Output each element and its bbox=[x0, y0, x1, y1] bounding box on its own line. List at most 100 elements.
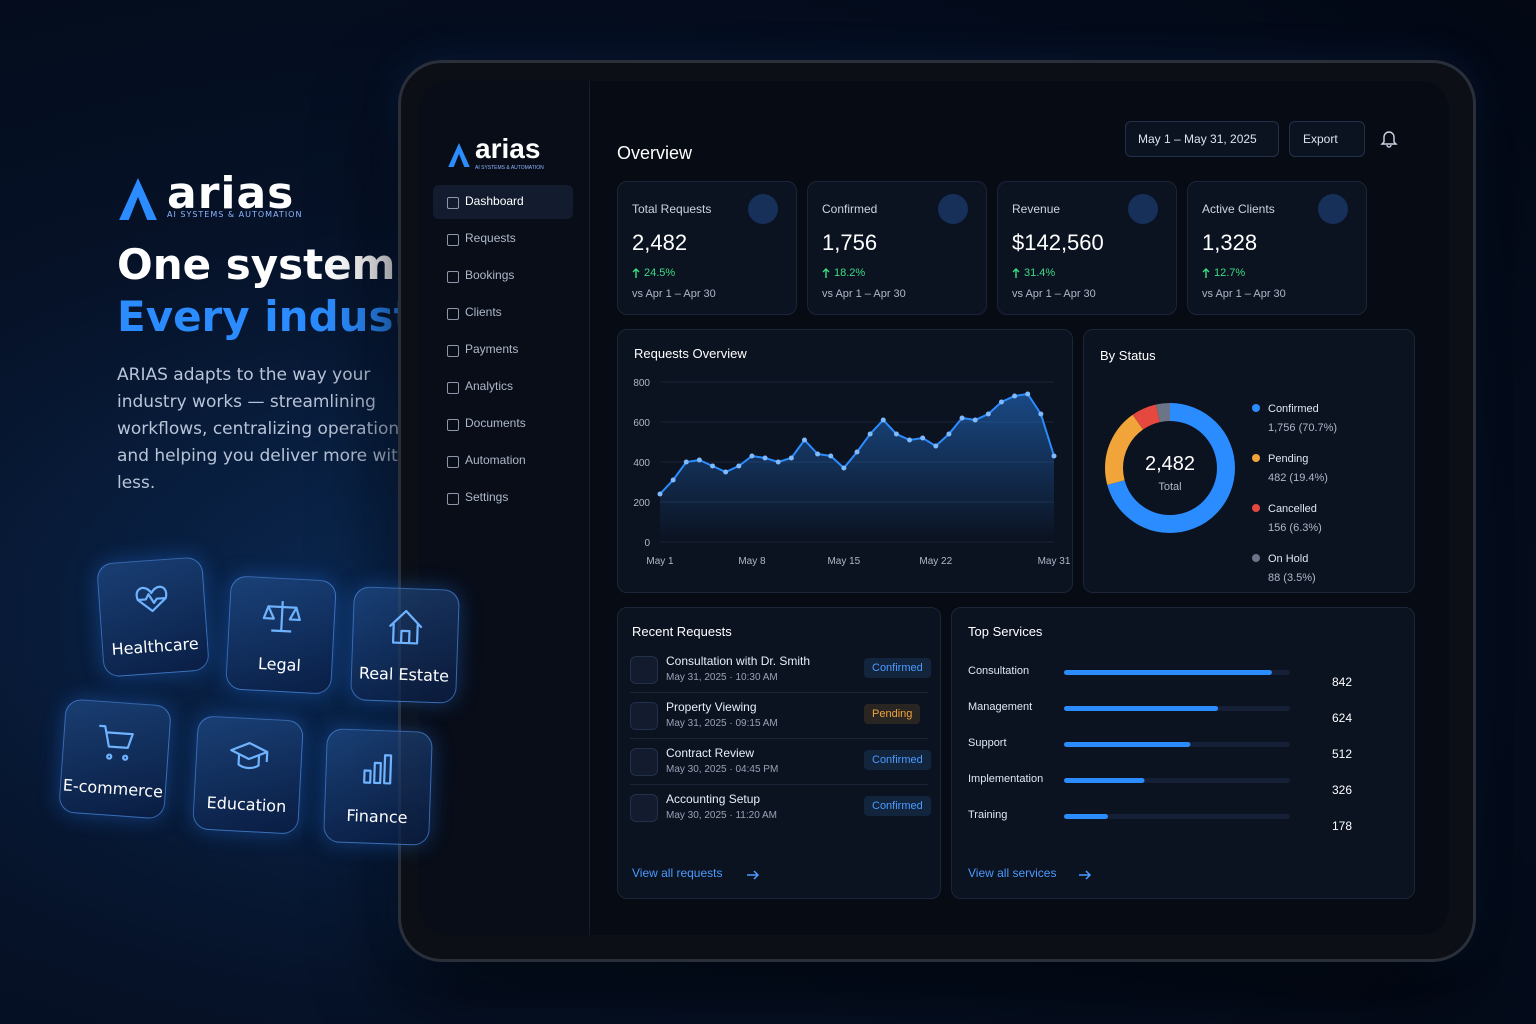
industry-tile[interactable]: E-commerce bbox=[58, 698, 172, 820]
line-point bbox=[749, 453, 755, 459]
logo-shape bbox=[448, 143, 470, 167]
export-button[interactable]: Export bbox=[1289, 121, 1365, 157]
kpi-value: 2,482 bbox=[632, 230, 688, 255]
request-title[interactable]: Consultation with Dr. Smith bbox=[666, 654, 811, 668]
icon-path bbox=[363, 754, 393, 785]
nav-icon bbox=[447, 419, 459, 431]
line-point bbox=[907, 437, 913, 443]
industry-label: E-commerce bbox=[62, 775, 164, 802]
date-range: May 1 – May 31, 2025 bbox=[1138, 132, 1257, 146]
line-point bbox=[815, 451, 821, 457]
line-point bbox=[723, 469, 729, 475]
line-chart: 0 200 400 600 800 May 1 May 8 May 15 May 22 May 3… bbox=[633, 378, 1071, 567]
industry-label: Real Estate bbox=[358, 663, 450, 686]
line-point bbox=[1038, 411, 1044, 417]
donut-total: 2,482 bbox=[1145, 453, 1195, 475]
up-path bbox=[632, 268, 640, 278]
logo-shape bbox=[119, 178, 157, 220]
line-point bbox=[788, 455, 794, 461]
line-point bbox=[985, 411, 991, 417]
request-title[interactable]: Property Viewing bbox=[666, 700, 757, 714]
bar-label: Training bbox=[968, 809, 1007, 821]
nav-item[interactable]: Bookings bbox=[465, 268, 515, 282]
nav-item[interactable]: Analytics bbox=[465, 379, 514, 393]
up-arrow bbox=[632, 268, 640, 278]
line-point bbox=[998, 399, 1004, 405]
nav-icon bbox=[447, 456, 459, 468]
line-point bbox=[972, 417, 978, 423]
status-card: By Status Confirmed 1,756 (70.7%) Pending 48… bbox=[1083, 329, 1415, 593]
industry-icon bbox=[262, 600, 301, 633]
x-tick-label: May 15 bbox=[827, 556, 860, 567]
line-point bbox=[1012, 393, 1018, 399]
industry-label: Legal bbox=[257, 653, 302, 676]
bar-value: 512 bbox=[1332, 747, 1352, 761]
request-title[interactable]: Accounting Setup bbox=[666, 792, 761, 806]
nav-item[interactable]: Documents bbox=[465, 416, 526, 430]
arrow-icon bbox=[1079, 870, 1092, 880]
legend-value: 156 (6.3%) bbox=[1268, 522, 1322, 534]
bar bbox=[1064, 814, 1108, 819]
screen: arias AI SYSTEMS & AUTOMATION Dashboard Req… bbox=[419, 81, 1449, 935]
bar bbox=[1064, 778, 1145, 783]
nav-item[interactable]: Automation bbox=[465, 453, 526, 467]
kpi-change: 18.2% bbox=[834, 267, 866, 279]
industry-tile[interactable]: Healthcare bbox=[96, 556, 210, 678]
industry-icon bbox=[230, 741, 269, 770]
kpi-icon bbox=[938, 194, 968, 224]
sidebar-logo: arias bbox=[475, 133, 541, 164]
up-path bbox=[1012, 268, 1020, 278]
legend-dot bbox=[1252, 554, 1260, 562]
bar-label: Consultation bbox=[968, 665, 1029, 677]
industry-icon bbox=[135, 585, 168, 613]
nav-item[interactable]: Requests bbox=[465, 231, 516, 245]
nav-icon bbox=[447, 345, 459, 357]
industry-label: Education bbox=[206, 792, 287, 817]
industry-icon bbox=[99, 724, 134, 761]
legend-value: 88 (3.5%) bbox=[1268, 572, 1316, 584]
request-title[interactable]: Contract Review bbox=[666, 746, 755, 760]
icon-path bbox=[388, 609, 423, 645]
up-path bbox=[822, 268, 830, 278]
line-point bbox=[736, 463, 742, 469]
bar-value: 842 bbox=[1332, 675, 1352, 689]
nav-item[interactable]: Dashboard bbox=[465, 194, 524, 208]
bar bbox=[1064, 742, 1191, 747]
logo-mark bbox=[119, 178, 157, 220]
bar-value: 624 bbox=[1332, 711, 1352, 725]
kpi-compare: vs Apr 1 – Apr 30 bbox=[632, 288, 716, 300]
nav-item[interactable]: Payments bbox=[465, 342, 519, 356]
line-point bbox=[920, 435, 926, 441]
line-point bbox=[696, 457, 702, 463]
view-all-link[interactable]: View all services bbox=[968, 866, 1057, 880]
legend-dot bbox=[1252, 454, 1260, 462]
arrow-path bbox=[1079, 870, 1092, 880]
hero-logo: arias bbox=[167, 168, 295, 219]
industry-tile[interactable]: Finance bbox=[323, 728, 433, 846]
line-point bbox=[893, 431, 899, 437]
up-arrow bbox=[1012, 268, 1020, 278]
nav-item[interactable]: Clients bbox=[465, 305, 502, 319]
bar-track bbox=[1064, 814, 1290, 819]
industry-tile[interactable]: Legal bbox=[225, 575, 337, 695]
line-point bbox=[801, 437, 807, 443]
industry-tile[interactable]: Real Estate bbox=[350, 586, 460, 704]
bar-label: Support bbox=[968, 737, 1007, 749]
hero-logo-tagline: AI SYSTEMS & AUTOMATION bbox=[167, 210, 303, 219]
industry-label: Finance bbox=[346, 805, 408, 828]
status-badge: Confirmed bbox=[864, 750, 931, 770]
y-tick-label: 600 bbox=[633, 418, 650, 429]
sidebar bbox=[419, 81, 590, 935]
line-point bbox=[867, 431, 873, 437]
legend-value: 1,756 (70.7%) bbox=[1268, 422, 1337, 434]
top-services-card: Top Services Consultation 842 Management 624… bbox=[951, 607, 1415, 899]
line-point bbox=[946, 431, 952, 437]
view-all-link[interactable]: View all requests bbox=[632, 866, 723, 880]
line-point bbox=[670, 477, 676, 483]
industry-tile[interactable]: Education bbox=[192, 715, 304, 835]
date-picker[interactable]: May 1 – May 31, 2025 bbox=[1125, 121, 1279, 157]
icon-path bbox=[230, 741, 269, 770]
kpi-compare: vs Apr 1 – Apr 30 bbox=[1202, 288, 1286, 300]
logo-mark bbox=[448, 143, 470, 167]
nav-item[interactable]: Settings bbox=[465, 490, 509, 504]
